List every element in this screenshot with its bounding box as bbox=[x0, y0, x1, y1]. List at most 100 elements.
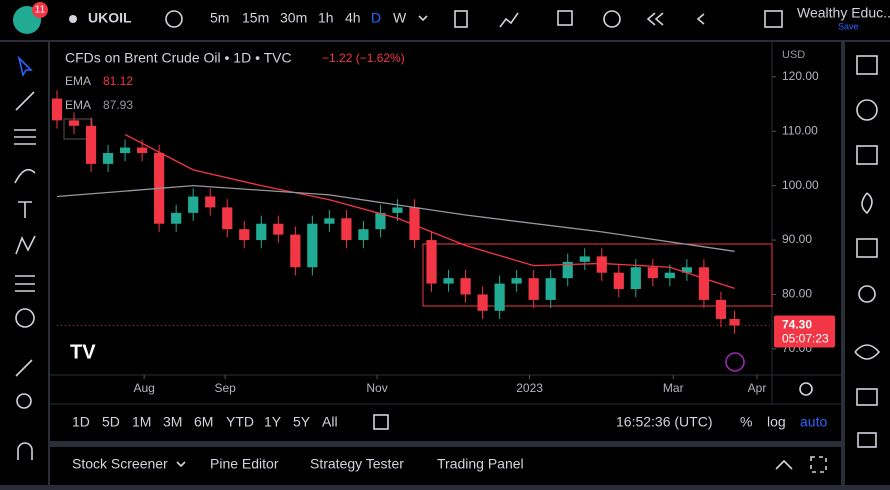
candle-body bbox=[375, 212, 386, 230]
save[interactable]: Save bbox=[838, 21, 859, 31]
interval[interactable]: 30m bbox=[280, 10, 307, 26]
candle-body bbox=[188, 196, 199, 213]
chart-type[interactable] bbox=[454, 10, 468, 28]
streams[interactable] bbox=[854, 344, 881, 360]
interval[interactable]: W bbox=[393, 10, 407, 26]
watchlist[interactable] bbox=[856, 55, 878, 75]
range[interactable]: 6M bbox=[194, 414, 213, 430]
scale-option[interactable]: log bbox=[767, 414, 786, 430]
legend-value: 81.12 bbox=[103, 74, 133, 88]
range[interactable]: 1M bbox=[132, 414, 151, 430]
candle-body bbox=[579, 256, 590, 262]
dropdown[interactable] bbox=[418, 15, 428, 22]
ideas[interactable] bbox=[858, 285, 876, 303]
chart-title: CFDs on Brent Crude Oil • 1D • TVC bbox=[65, 50, 292, 66]
x-tick-label: Nov bbox=[366, 381, 387, 395]
range[interactable]: All bbox=[322, 414, 338, 430]
y-tick-label: 110.00 bbox=[782, 123, 818, 137]
brush-tool[interactable] bbox=[14, 168, 36, 184]
settings[interactable] bbox=[799, 382, 813, 396]
range[interactable]: 5Y bbox=[293, 414, 311, 430]
panel-tab[interactable]: Strategy Tester bbox=[310, 456, 404, 472]
clock[interactable]: 16:52:36 (UTC) bbox=[616, 414, 712, 430]
notifications[interactable] bbox=[857, 432, 877, 448]
y-tick-label: 100.00 bbox=[782, 178, 819, 192]
interval[interactable]: 1h bbox=[318, 10, 334, 26]
candle-body bbox=[460, 278, 471, 295]
chart-panel bbox=[50, 42, 841, 441]
text-tool[interactable] bbox=[18, 201, 32, 218]
range[interactable]: YTD bbox=[226, 414, 254, 430]
candle-body bbox=[562, 261, 573, 279]
y-tick-label: 90.00 bbox=[782, 232, 812, 246]
range[interactable]: 1Y bbox=[264, 414, 282, 430]
account[interactable]: Wealthy Educ... bbox=[797, 5, 890, 21]
interval[interactable]: 5m bbox=[210, 10, 229, 26]
panel-tab[interactable]: Pine Editor bbox=[210, 456, 279, 472]
candle-body bbox=[729, 318, 740, 326]
measure-tool[interactable] bbox=[15, 359, 33, 377]
interval[interactable]: 15m bbox=[242, 10, 269, 26]
candle-body bbox=[256, 223, 267, 241]
candle-body bbox=[443, 278, 454, 284]
candle-body bbox=[545, 278, 556, 300]
alerts[interactable] bbox=[856, 99, 878, 121]
interval[interactable]: 4h bbox=[345, 10, 361, 26]
data-window[interactable] bbox=[856, 145, 878, 165]
dropdown[interactable] bbox=[176, 461, 186, 468]
replay[interactable] bbox=[646, 12, 664, 26]
goto-date[interactable] bbox=[373, 414, 389, 430]
range[interactable]: 5D bbox=[102, 414, 120, 430]
ema-line bbox=[56, 184, 735, 252]
ema-line bbox=[124, 133, 735, 289]
drawn-range[interactable] bbox=[422, 243, 773, 307]
x-tick-label: Mar bbox=[663, 381, 684, 395]
top-bar bbox=[0, 0, 890, 40]
last-price: 74.30 bbox=[782, 318, 812, 332]
fib-tool[interactable] bbox=[14, 129, 36, 145]
interval-active[interactable]: D bbox=[371, 10, 381, 26]
events-icon[interactable] bbox=[725, 352, 745, 372]
magnet-tool[interactable] bbox=[17, 442, 33, 460]
candle-body bbox=[528, 278, 539, 300]
panel-tab[interactable]: Trading Panel bbox=[437, 456, 524, 472]
chats[interactable] bbox=[856, 388, 878, 406]
symbol[interactable]: UKOIL bbox=[88, 10, 132, 26]
candle-body bbox=[119, 147, 131, 153]
candle-body bbox=[426, 240, 437, 284]
add-symbol[interactable] bbox=[165, 10, 183, 28]
expand-panel[interactable] bbox=[775, 459, 793, 470]
pattern-tool[interactable] bbox=[15, 235, 36, 255]
hotlists[interactable] bbox=[861, 192, 873, 215]
forecast-tool[interactable] bbox=[15, 275, 35, 292]
scale-option[interactable]: % bbox=[740, 414, 752, 430]
indicators[interactable] bbox=[499, 12, 519, 28]
fullscreen[interactable] bbox=[764, 10, 783, 28]
x-tick-label: Aug bbox=[133, 381, 154, 395]
candle-body bbox=[307, 223, 318, 268]
candle-body bbox=[664, 272, 675, 279]
scale-option[interactable]: auto bbox=[800, 414, 827, 430]
candle-body bbox=[715, 299, 727, 319]
range[interactable]: 1D bbox=[72, 414, 90, 430]
panel-tab[interactable]: Stock Screener bbox=[72, 456, 168, 472]
candle-body bbox=[358, 229, 369, 241]
layouts[interactable] bbox=[557, 10, 573, 26]
undo[interactable] bbox=[696, 13, 705, 25]
icon-tool[interactable] bbox=[15, 308, 35, 328]
candle-body bbox=[273, 223, 284, 235]
candle-body bbox=[409, 207, 420, 241]
range[interactable]: 3M bbox=[163, 414, 182, 430]
line-tool[interactable] bbox=[15, 91, 35, 111]
legend-value: 87.93 bbox=[103, 98, 133, 112]
calendar[interactable] bbox=[856, 238, 878, 258]
zoom-tool[interactable] bbox=[16, 393, 32, 409]
cursor-tool[interactable] bbox=[17, 55, 33, 78]
alert[interactable] bbox=[603, 10, 621, 28]
candle-body bbox=[51, 98, 63, 121]
currency[interactable]: USD bbox=[782, 49, 805, 61]
candle-body bbox=[477, 294, 488, 311]
candle-body bbox=[222, 207, 233, 230]
